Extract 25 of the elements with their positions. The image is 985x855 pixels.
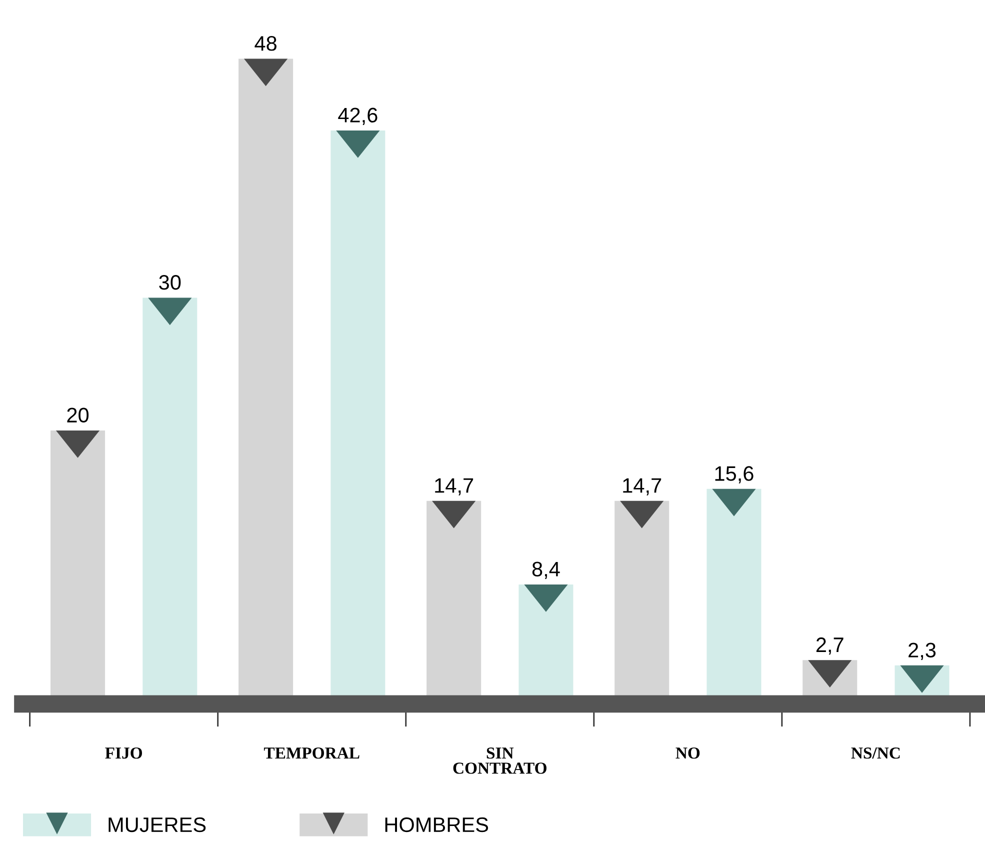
data-label: 20 (67, 408, 89, 423)
bar (706, 488, 762, 696)
data-label: 2,7 (816, 637, 844, 655)
data-label: 15,6 (715, 466, 754, 484)
bar (142, 298, 198, 696)
x-tick-label: NS/NC (851, 747, 900, 759)
bar (238, 58, 294, 696)
bar (518, 584, 574, 696)
legend-label: HOMBRES (385, 817, 488, 832)
data-label: 30 (159, 275, 181, 290)
data-label: 48 (254, 36, 276, 51)
x-tick-label: NO (676, 747, 700, 759)
bar (330, 130, 386, 696)
legend-label: MUJERES (108, 817, 206, 832)
bar (426, 500, 482, 696)
data-label: 2,3 (908, 642, 936, 660)
x-tick-label: FIJO (105, 747, 142, 759)
bar (614, 500, 670, 696)
bar (50, 430, 106, 696)
x-tick-label: TEMPORAL (264, 747, 360, 759)
data-label: 8,4 (532, 562, 560, 579)
x-tick-label: SIN CONTRATO (453, 747, 546, 774)
data-label: 42,6 (338, 108, 378, 125)
data-label: 14,7 (623, 478, 662, 496)
data-label: 14,7 (435, 478, 474, 496)
